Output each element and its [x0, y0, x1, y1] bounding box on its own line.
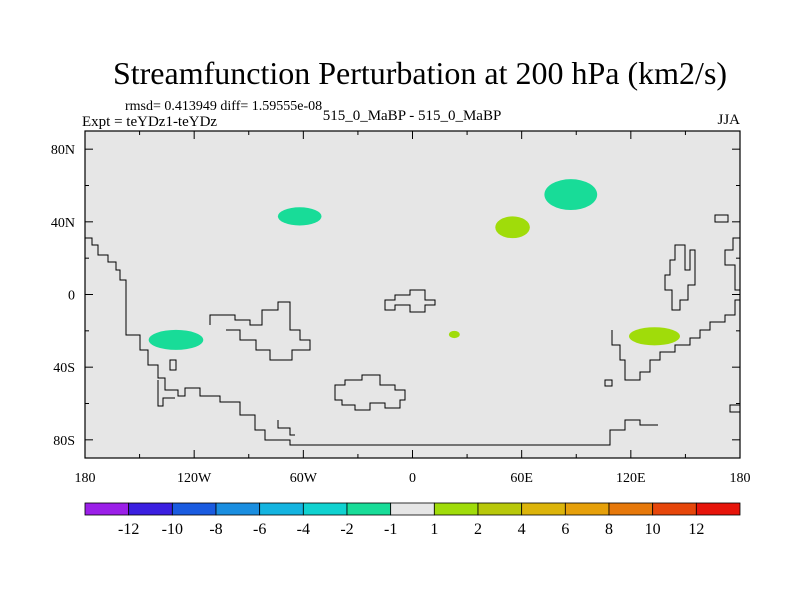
- coastline-southern-ring: [334, 374, 406, 411]
- y-tick-label: 80N: [51, 143, 75, 158]
- colorbar-swatch: [564, 502, 610, 516]
- coastline-island-c: [714, 214, 729, 223]
- y-tick-label: 80S: [53, 434, 75, 449]
- colorbar-swatch: [171, 502, 217, 516]
- colorbar-swatch: [521, 502, 566, 516]
- map-background: [85, 131, 740, 458]
- anomaly-layer: [148, 179, 680, 350]
- anomaly-north-pacific-low: [277, 207, 322, 226]
- colorbar-swatch: [215, 502, 261, 516]
- map-panel: 180 120W 60W 0 60E 120E 180 80N 40N 0 40S 80S: [51, 130, 751, 486]
- coastline-africa: [384, 289, 436, 313]
- anomaly-mideast-high: [495, 216, 530, 239]
- coastline-australia: [611, 299, 740, 381]
- colorbar-label: 10: [645, 521, 661, 538]
- x-tick-label: 120W: [177, 471, 212, 486]
- season-label: JJA: [717, 112, 740, 128]
- colorbar-label: 6: [561, 521, 569, 538]
- y-tick-label: 0: [68, 289, 75, 304]
- y-tick-label: 40N: [51, 216, 75, 231]
- x-tick-label: 180: [75, 471, 96, 486]
- coastline-antarctic-peninsula: [277, 420, 295, 436]
- coastline-pacific-west: [729, 404, 740, 413]
- colorbar: -12 -10 -8 -6 -4 -2 -1 1 2 4 6 8 10 12: [84, 502, 741, 538]
- colorbar-swatch: [128, 502, 173, 516]
- colorbar-label: 4: [518, 521, 526, 538]
- x-tick-label: 60W: [290, 471, 318, 486]
- coastline-island-b: [604, 379, 613, 387]
- anomaly-south-pacific-low: [148, 329, 204, 350]
- colorbar-swatch: [302, 502, 348, 516]
- map-axes: 180 120W 60W 0 60E 120E 180 80N 40N 0 40S 80S: [51, 131, 751, 486]
- colorbar-swatch: [84, 502, 130, 516]
- expt-label: Expt = teYDz1-teYDz: [82, 114, 217, 130]
- colorbar-swatch: [652, 502, 697, 516]
- case-label: 515_0_MaBP - 515_0_MaBP: [323, 108, 502, 124]
- chart-title: Streamfunction Perturbation at 200 hPa (…: [113, 55, 727, 91]
- coastline-asia-strip: [664, 244, 696, 311]
- colorbar-label: 12: [688, 521, 704, 538]
- coastline-asia-east: [724, 237, 740, 291]
- coastline-south-cone: [157, 380, 175, 407]
- colorbar-label: 8: [605, 521, 613, 538]
- anomaly-indian-ocean-high: [448, 330, 460, 339]
- colorbar-label: 2: [474, 521, 482, 538]
- colorbar-label: -4: [297, 521, 310, 538]
- colorbar-label: -10: [162, 521, 183, 538]
- colorbar-label: -6: [253, 521, 266, 538]
- colorbar-label: 1: [430, 521, 438, 538]
- colorbar-swatch: [608, 502, 654, 516]
- anomaly-asia-low: [544, 179, 598, 211]
- colorbar-swatch: [346, 502, 392, 516]
- x-tick-label: 120E: [616, 471, 646, 486]
- colorbar-label: -12: [118, 521, 139, 538]
- x-tick-label: 180: [730, 471, 751, 486]
- anomaly-australia-high: [629, 327, 680, 346]
- colorbar-label: -2: [340, 521, 353, 538]
- x-tick-label: 0: [409, 471, 416, 486]
- colorbar-swatch: [477, 502, 523, 516]
- colorbar-swatch: [695, 502, 741, 516]
- coastlines: [85, 214, 740, 446]
- colorbar-swatch: [390, 502, 435, 516]
- y-tick-label: 40S: [53, 361, 75, 376]
- coastline-south-america: [209, 301, 311, 361]
- colorbar-swatch: [433, 502, 479, 516]
- x-tick-label: 60E: [510, 471, 533, 486]
- colorbar-label: -8: [209, 521, 222, 538]
- stats-line: rmsd= 0.413949 diff= 1.59555e-08: [125, 99, 322, 114]
- colorbar-label: -1: [384, 521, 397, 538]
- coastline-americas: [85, 237, 658, 446]
- colorbar-swatch: [259, 502, 304, 516]
- coastline-island-a: [169, 359, 177, 371]
